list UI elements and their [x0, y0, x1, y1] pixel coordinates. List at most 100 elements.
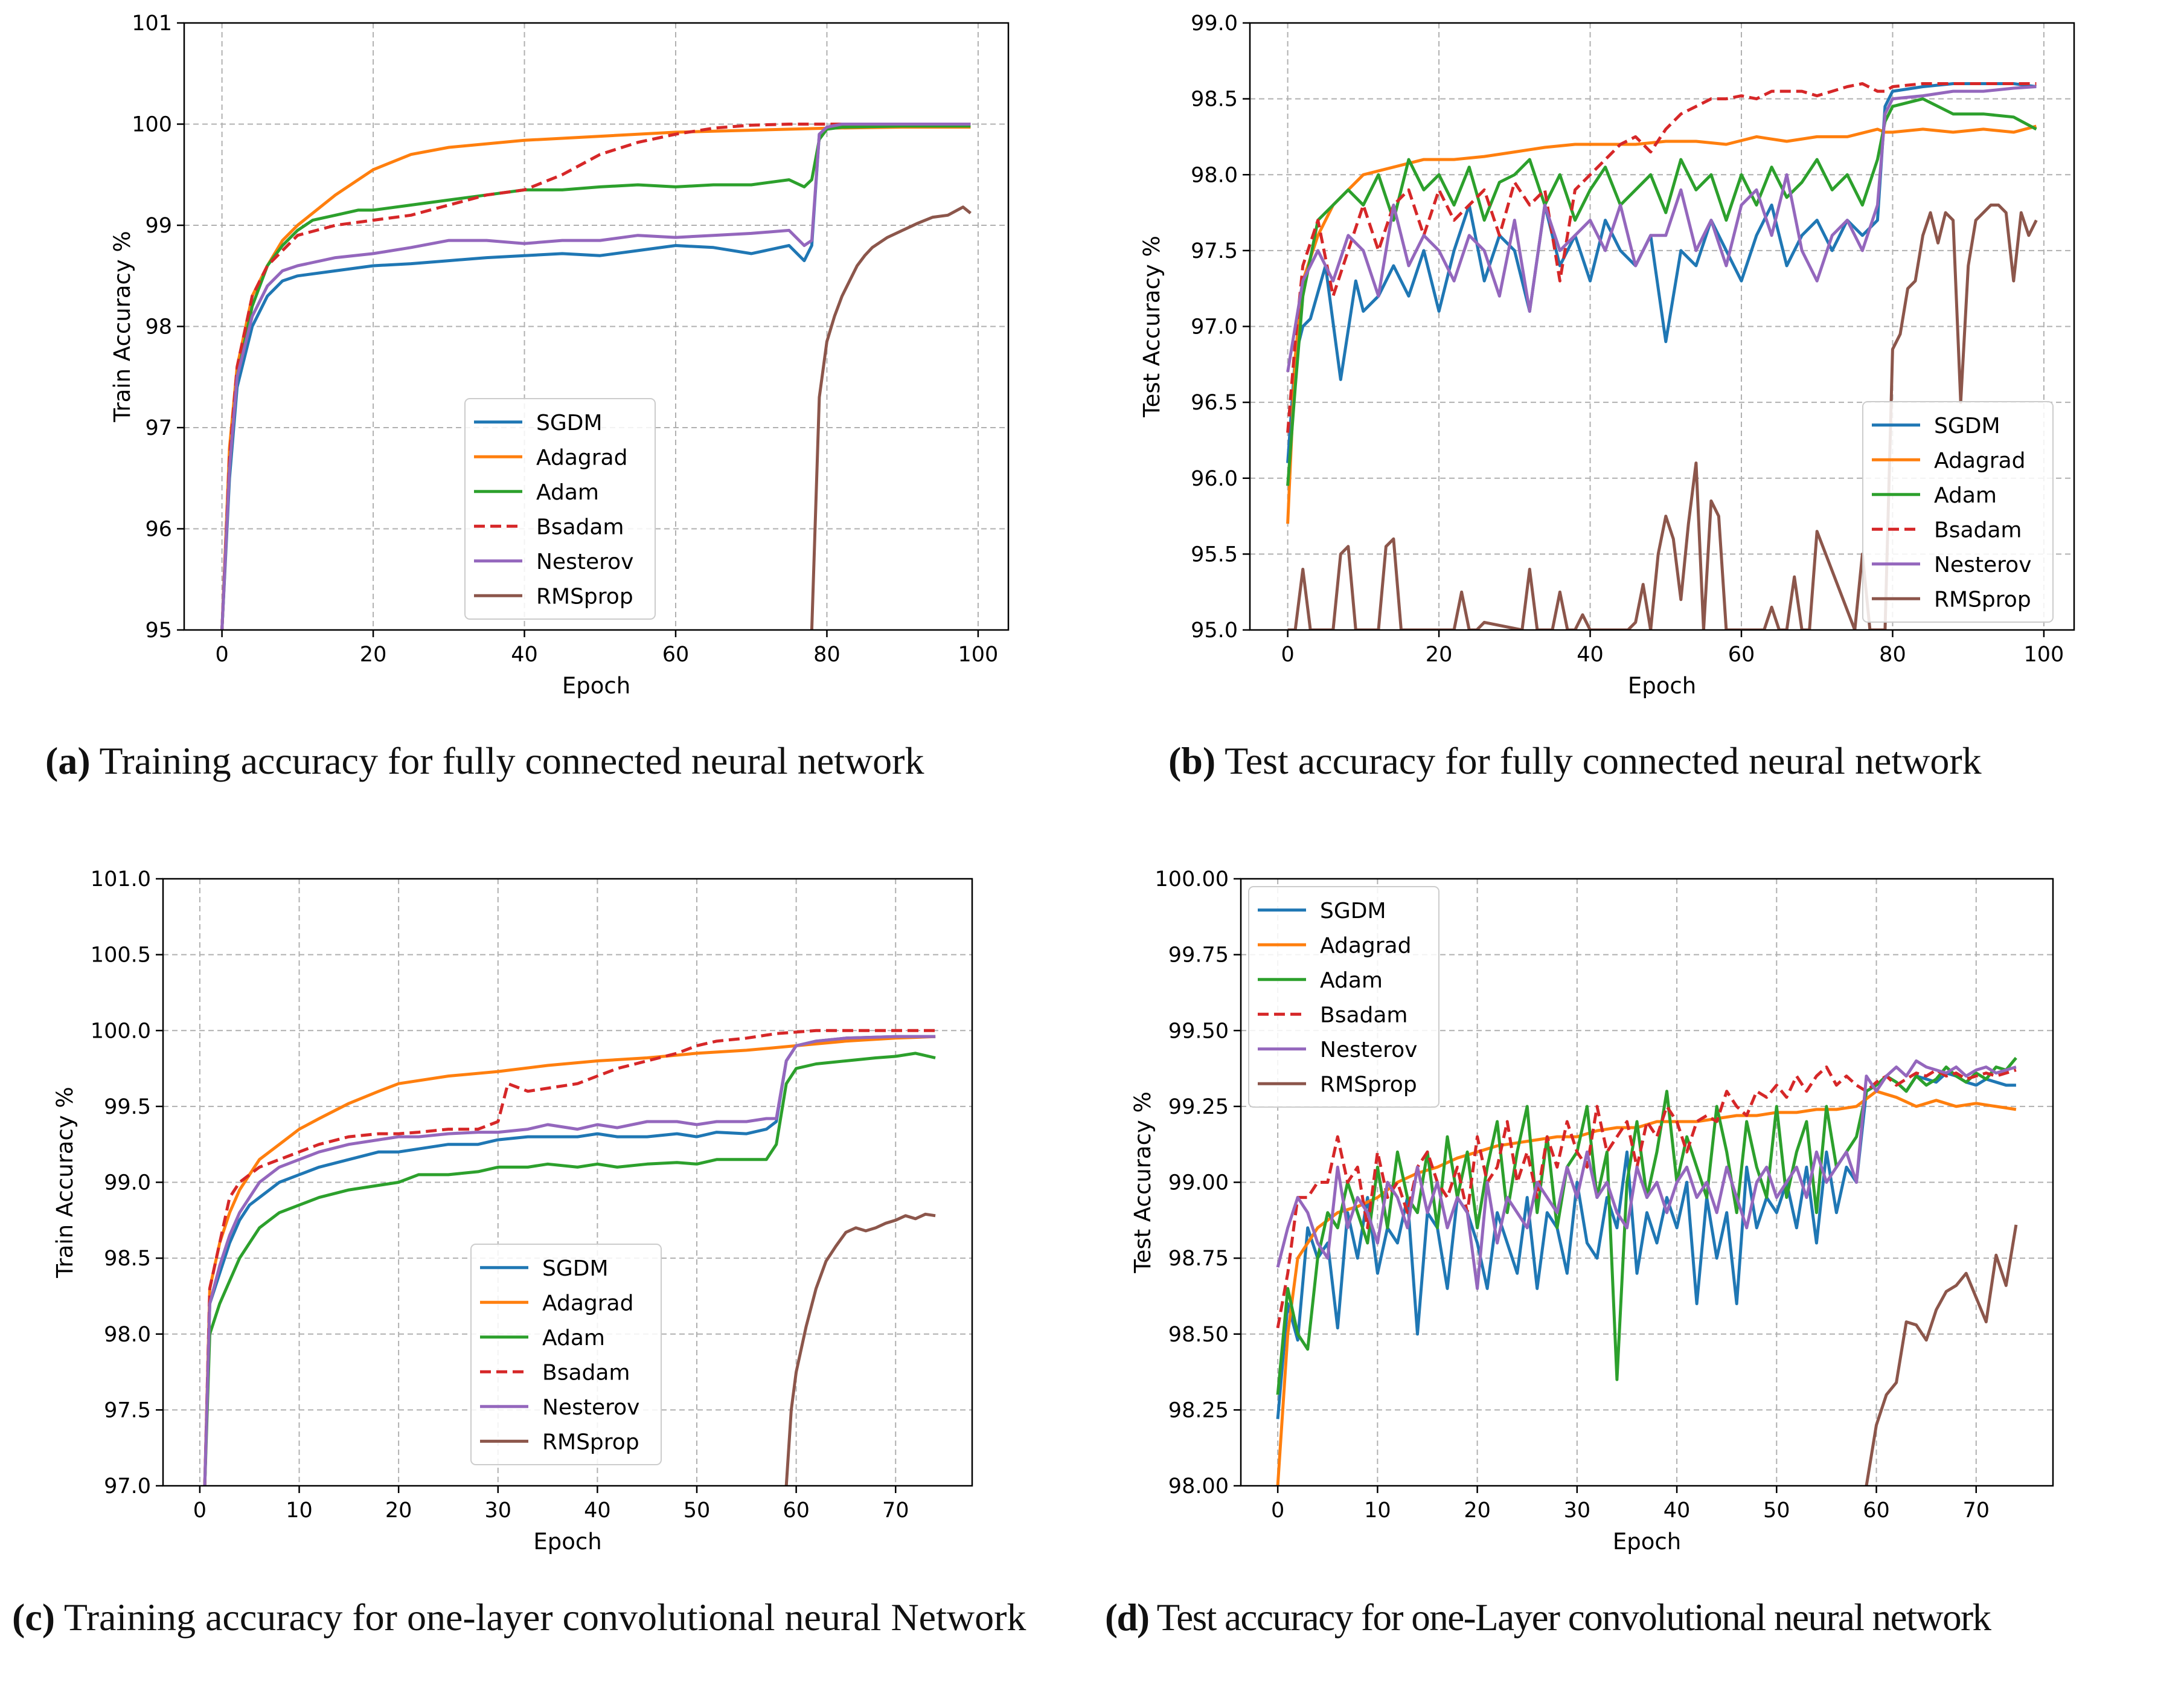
- chart-panel-c: 0 10 20 30 40 50 60 70 97.0 97.5 98.0 98.5 99.0 99.5 1…: [12, 846, 984, 1570]
- y-tick-label: 99.50: [1168, 1019, 1229, 1043]
- y-tick-label: 97: [145, 416, 172, 440]
- y-tick-label: 98.0: [1191, 163, 1238, 187]
- x-tick-label: 30: [1564, 1498, 1591, 1523]
- legend-box: [464, 398, 656, 620]
- legend-label: Adagrad: [1934, 448, 2025, 473]
- legend: SGDM Adagrad Adam Bsadam Nesterov RMSprop: [1862, 401, 2054, 623]
- legend-label: Adagrad: [1320, 933, 1411, 958]
- x-tick-label: 100: [2024, 643, 2064, 667]
- legend-label: RMSprop: [1934, 587, 2031, 612]
- x-tick-label: 0: [193, 1498, 207, 1523]
- legend-box: [1248, 886, 1439, 1108]
- y-axis-label: Test Accuracy %: [1139, 236, 1165, 417]
- caption-text: Training accuracy for one-layer convolut…: [63, 1596, 1026, 1639]
- y-tick-label: 98.5: [104, 1247, 151, 1271]
- y-tick-label: 98.50: [1168, 1323, 1229, 1347]
- x-tick-label: 20: [385, 1498, 412, 1523]
- legend-label: Nesterov: [542, 1395, 639, 1420]
- legend-box: [1862, 401, 2054, 623]
- x-tick-label: 60: [1863, 1498, 1890, 1523]
- x-tick-label: 70: [882, 1498, 909, 1523]
- y-tick-label: 99.75: [1168, 943, 1229, 968]
- y-axis-label: Train Accuracy %: [109, 231, 135, 422]
- x-tick-label: 100: [958, 643, 999, 667]
- y-axis-label: Test Accuracy %: [1130, 1091, 1156, 1273]
- y-tick-label: 96.5: [1191, 391, 1238, 415]
- caption-c: (c) Training accuracy for one-layer conv…: [12, 1595, 1081, 1640]
- chart-panel-b: 0 20 40 60 80 100 95.0 95.5 96.0 96.5 97.0 97.5 98.0…: [1129, 0, 2075, 725]
- y-tick-label: 98: [145, 315, 172, 339]
- y-tick-label: 98.75: [1168, 1247, 1229, 1271]
- legend-label: SGDM: [536, 411, 603, 435]
- chart-panel-a: 0 20 40 60 80 100 95 96 97 98 99 100 101 Epoch Train A…: [42, 0, 1010, 725]
- y-tick-label: 100: [132, 113, 172, 137]
- legend-label: Adam: [536, 480, 599, 505]
- caption-tag: (d): [1105, 1596, 1150, 1639]
- y-tick-label: 100.5: [91, 943, 151, 968]
- legend-label: Bsadam: [1934, 518, 2022, 542]
- x-tick-label: 80: [1879, 643, 1906, 667]
- x-axis-label: Epoch: [533, 1529, 601, 1555]
- x-tick-label: 50: [1763, 1498, 1790, 1523]
- series-line-adagrad: [1276, 1090, 2017, 1486]
- series-line-adam: [203, 1052, 936, 1486]
- legend-label: Adam: [1934, 483, 1997, 508]
- chart-svg: 0 10 20 30 40 50 60 70 97.0 97.5 98.0 98.5 99.0 99.5 1…: [52, 867, 973, 1555]
- legend-label: Bsadam: [1320, 1003, 1408, 1027]
- legend-label: Bsadam: [542, 1360, 630, 1385]
- y-tick-label: 96: [145, 518, 172, 542]
- y-tick-label: 100.0: [91, 1019, 151, 1043]
- series-line-nesterov: [1276, 1059, 2017, 1290]
- series-line-adagrad: [203, 1035, 936, 1486]
- series-line-nesterov: [1286, 85, 2037, 373]
- legend-label: Adam: [542, 1326, 605, 1351]
- x-tick-label: 20: [360, 643, 387, 667]
- legend-box: [470, 1244, 662, 1465]
- x-tick-label: 50: [684, 1498, 711, 1523]
- y-axis-label: Train Accuracy %: [52, 1087, 78, 1278]
- y-tick-label: 99.5: [104, 1095, 151, 1119]
- legend: SGDM Adagrad Adam Bsadam Nesterov RMSprop: [470, 1244, 662, 1465]
- y-tick-label: 97.0: [104, 1474, 151, 1498]
- legend-label: SGDM: [542, 1256, 609, 1281]
- series-line-rmsprop: [1287, 204, 2038, 630]
- caption-text: Training accuracy for fully connected ne…: [99, 739, 924, 782]
- caption-tag: (a): [45, 739, 91, 782]
- caption-d: (d) Test accuracy for one-Layer convolut…: [1105, 1595, 2180, 1640]
- x-tick-label: 80: [813, 643, 841, 667]
- caption-a: (a) Training accuracy for fully connecte…: [45, 738, 1072, 784]
- y-tick-label: 97.5: [104, 1398, 151, 1422]
- y-tick-label: 98.5: [1191, 88, 1238, 112]
- legend-label: Bsadam: [536, 515, 624, 539]
- x-tick-label: 40: [584, 1498, 611, 1523]
- x-tick-label: 10: [286, 1498, 313, 1523]
- x-axis-label: Epoch: [1613, 1529, 1681, 1555]
- chart-panel-d: 0 10 20 30 40 50 60 70 98.00 98.25 98.50 98.75 99.00…: [1087, 846, 2071, 1570]
- y-tick-label: 99.0: [1191, 11, 1238, 36]
- series-line-adam: [1276, 1056, 2017, 1395]
- legend-label: Adam: [1320, 968, 1383, 993]
- x-tick-label: 10: [1364, 1498, 1391, 1523]
- y-tick-label: 95: [145, 618, 172, 643]
- series-line-bsadam: [1276, 1065, 2017, 1329]
- series-line-nesterov: [203, 1035, 936, 1486]
- x-tick-label: 20: [1464, 1498, 1491, 1523]
- legend: SGDM Adagrad Adam Bsadam Nesterov RMSprop: [464, 398, 656, 620]
- series-line-bsadam: [220, 123, 971, 630]
- y-tick-label: 99.00: [1168, 1171, 1229, 1195]
- y-tick-label: 99.25: [1168, 1095, 1229, 1119]
- x-tick-label: 40: [1577, 643, 1604, 667]
- x-tick-label: 60: [783, 1498, 810, 1523]
- y-tick-label: 101: [132, 11, 172, 36]
- series-line-bsadam: [203, 1029, 936, 1486]
- x-axis-label: Epoch: [1628, 673, 1696, 699]
- x-axis-label: Epoch: [562, 673, 630, 699]
- x-tick-label: 40: [511, 643, 538, 667]
- caption-b: (b) Test accuracy for fully connected ne…: [1168, 738, 2165, 784]
- caption-text: Test accuracy for one-Layer convolutiona…: [1156, 1596, 1991, 1639]
- y-tick-label: 97.5: [1191, 239, 1238, 263]
- x-tick-label: 40: [1664, 1498, 1691, 1523]
- y-tick-label: 95.5: [1191, 542, 1238, 567]
- chart-svg: 0 20 40 60 80 100 95.0 95.5 96.0 96.5 97.0 97.5 98.0…: [1139, 11, 2075, 699]
- y-tick-label: 100.00: [1155, 867, 1229, 891]
